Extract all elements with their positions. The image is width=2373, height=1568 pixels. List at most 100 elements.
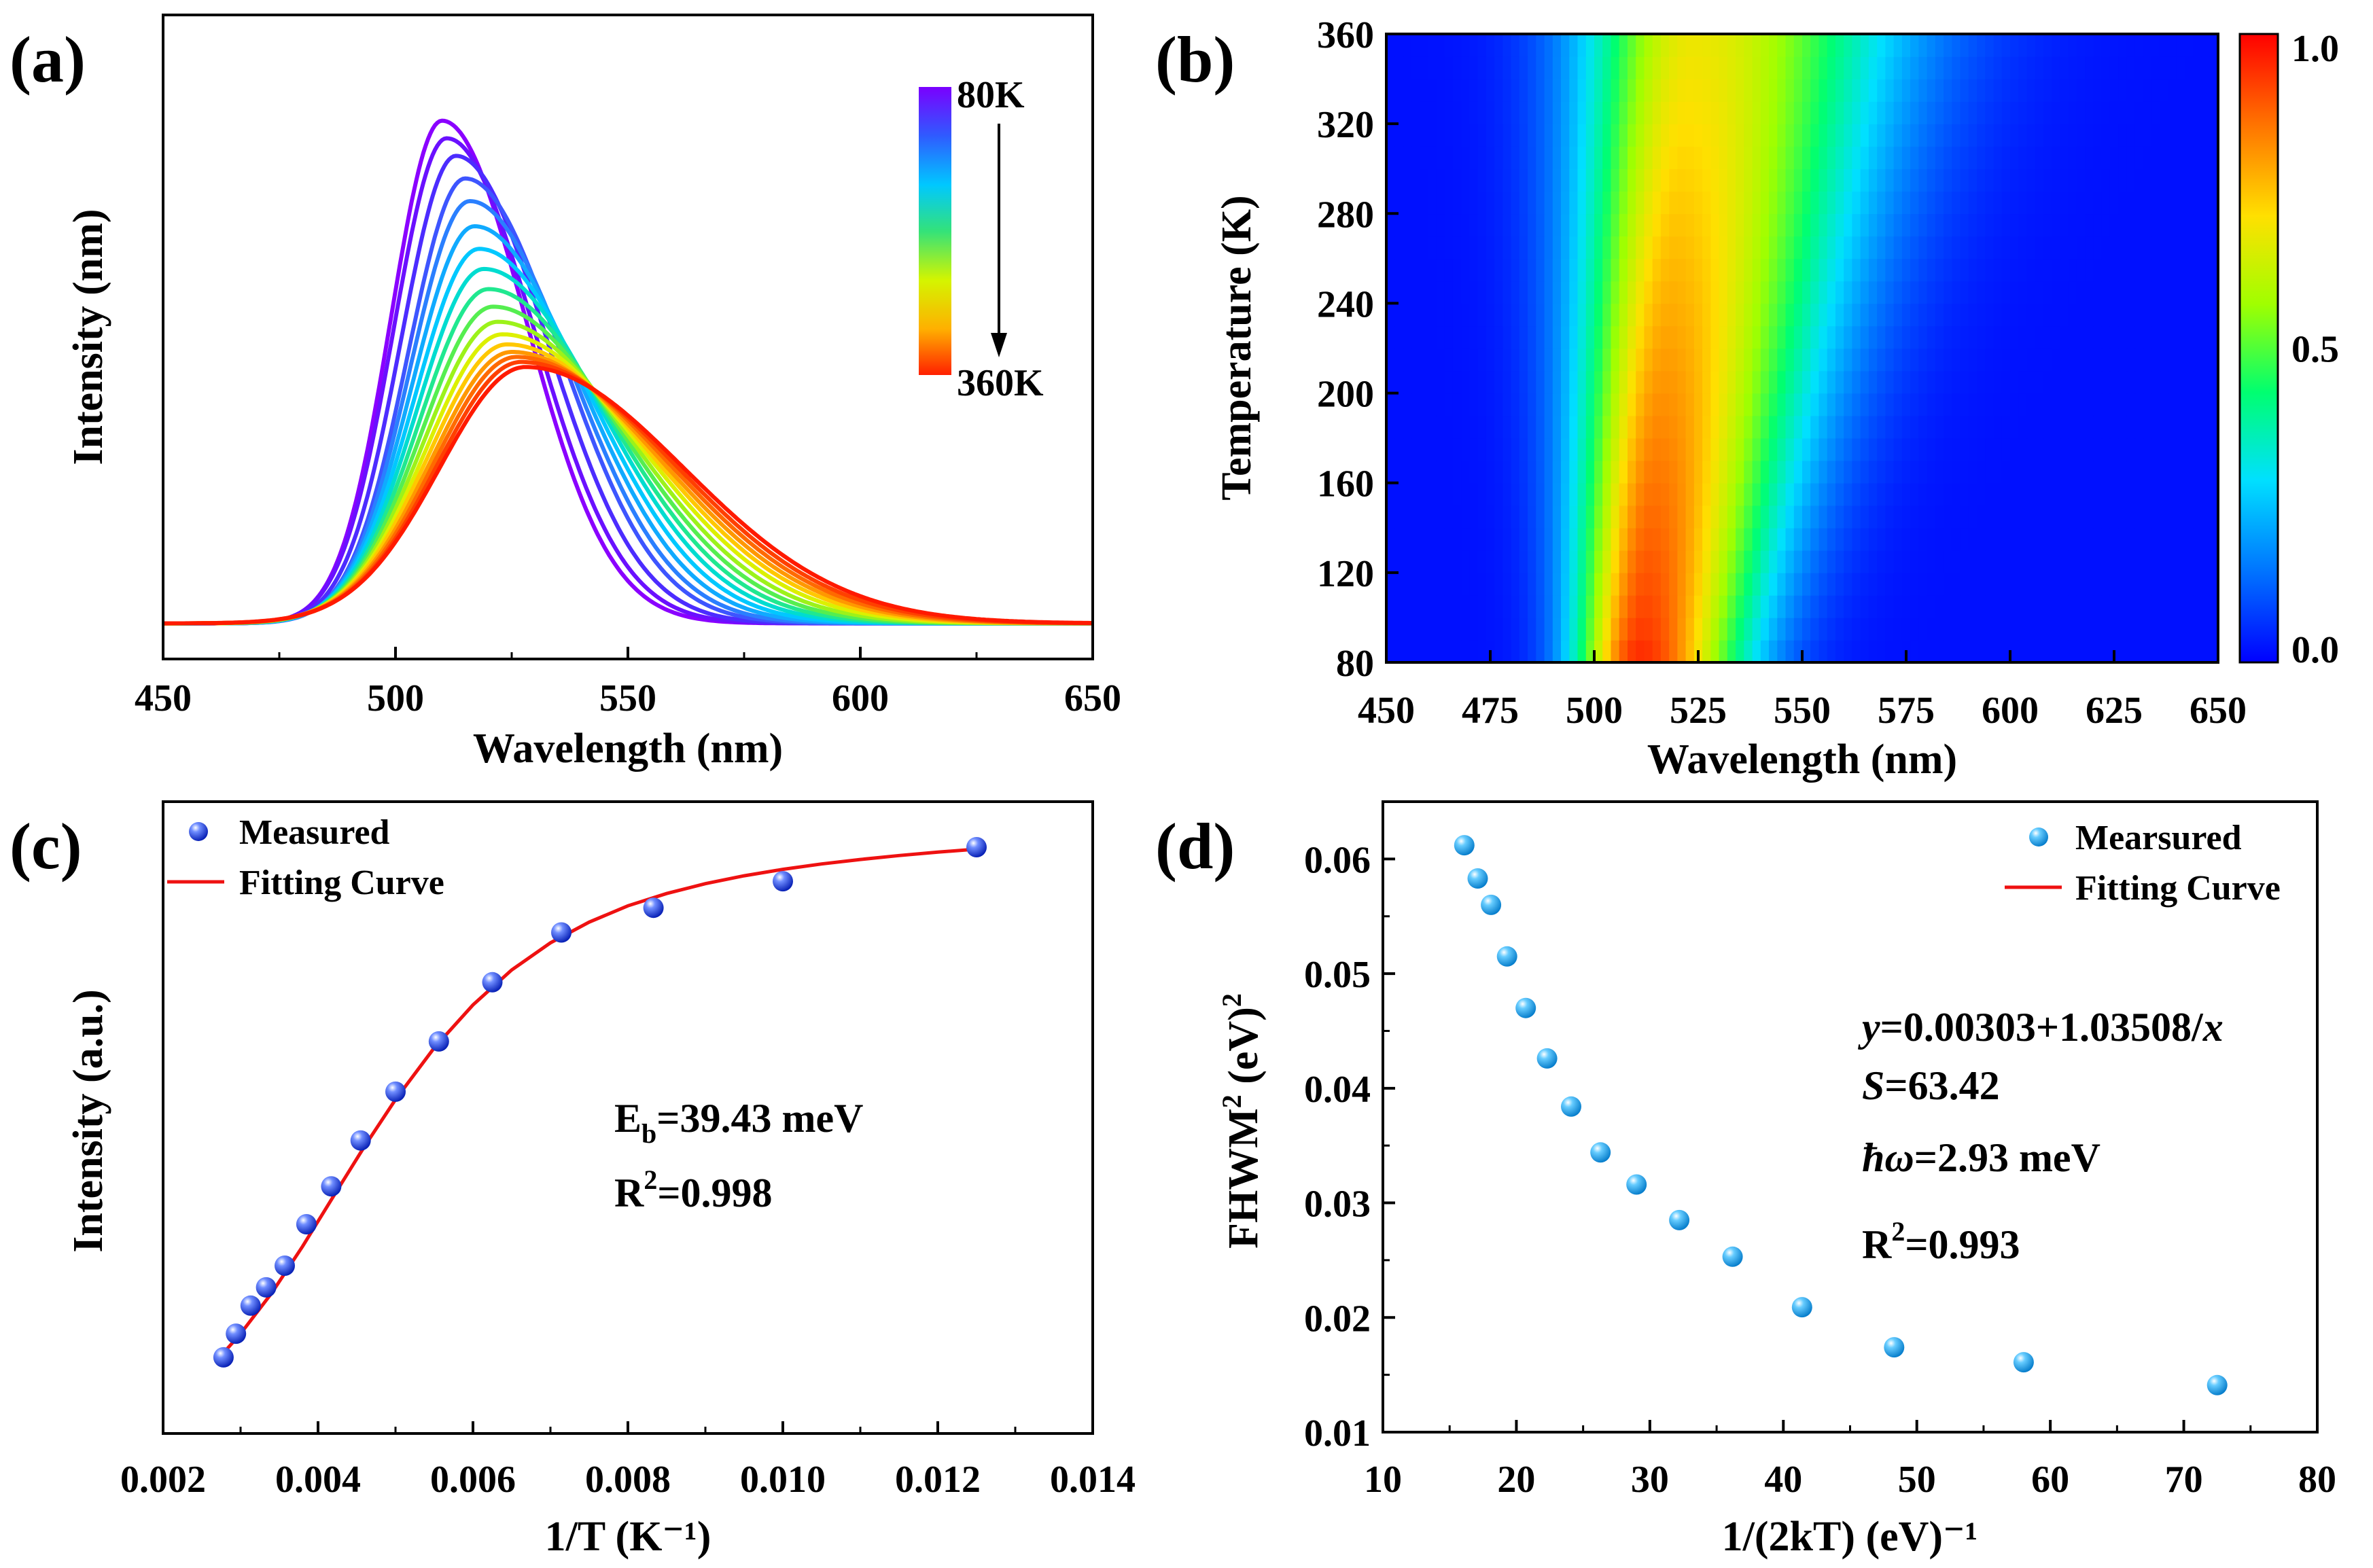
heat-cell [2010,213,2019,237]
heat-cell [1461,572,1471,596]
heat-cell [1677,236,1687,260]
heat-cell [2134,146,2144,169]
heat-cell [2201,34,2211,57]
heat-cell [1877,348,1886,372]
heat-cell [2185,34,2194,57]
heat-cell [2001,101,2011,124]
heat-cell [1944,56,1953,79]
heat-cell [2001,303,2011,327]
heat-cell [1977,482,1986,506]
heat-cell [2018,101,2028,124]
heat-cell [2118,550,2128,573]
heat-cell [2134,640,2144,662]
heat-cell [1602,325,1612,349]
heat-cell [1428,101,1437,124]
heat-cell [1827,640,1836,662]
heat-cell [1660,56,1670,79]
heat-cell [1628,415,1636,439]
heat-cell [1918,101,1928,124]
heat-cell [1860,236,1869,260]
heat-cell [1644,617,1653,641]
heat-cell [1452,325,1462,349]
heat-cell [1860,124,1869,147]
heat-cell [1411,438,1420,461]
heat-cell [2126,348,2136,372]
heat-cell [2018,303,2028,327]
heat-cell [1486,258,1495,282]
heat-cell [1660,572,1670,596]
heat-cell [1960,325,1969,349]
panel-a-x-label: 550 [599,677,656,719]
heat-cell [1561,124,1570,147]
heat-cell [1702,101,1712,124]
heat-cell [1569,415,1579,439]
heat-cell [1477,168,1487,192]
heat-cell [1944,640,1953,662]
heat-cell [1793,482,1803,506]
heat-cell [1552,325,1562,349]
heat-cell [1710,79,1720,102]
heat-cell [1893,594,1903,618]
heat-cell [1944,325,1953,349]
heat-cell [2035,281,2044,304]
heat-cell [1927,325,1936,349]
heat-cell [2093,146,2103,169]
heat-cell [1702,505,1712,529]
heat-cell [1394,393,1404,416]
heat-cell [1636,191,1645,215]
heat-cell [1785,348,1795,372]
heat-cell [1901,168,1911,192]
heat-cell [1444,258,1454,282]
heat-cell [2151,438,2161,461]
heat-cell [1844,124,1853,147]
heat-cell [1386,527,1395,551]
heat-cell [1952,191,1961,215]
heat-cell [1528,370,1537,394]
heat-cell [1536,550,1545,573]
heat-cell [2160,146,2169,169]
heat-cell [2176,393,2185,416]
panel-b-xlabel: Wavelength (nm) [1647,736,1957,783]
heat-cell [2143,146,2152,169]
heat-cell [2060,505,2069,529]
heat-cell [1677,191,1687,215]
panel-c-ylabel: Intensity (a.u.) [65,989,111,1253]
heat-cell [1935,393,1944,416]
heat-cell [1611,258,1620,282]
heat-cell [1519,482,1528,506]
panel-d-x-label: 40 [1764,1459,1802,1501]
heat-cell [2060,34,2069,57]
heat-cell [1669,415,1678,439]
heat-cell [1818,438,1828,461]
heat-cell [1860,34,1869,57]
heat-cell [1693,34,1703,57]
heat-cell [2043,550,2052,573]
heat-cell [2052,438,2061,461]
heat-cell [2168,594,2177,618]
heat-cell [2043,79,2052,102]
panel-a-spectra [163,118,1093,626]
heat-cell [2126,191,2136,215]
heat-cell [1394,168,1404,192]
heat-cell [2085,460,2094,484]
heat-cell [1719,393,1728,416]
heat-cell [1528,191,1537,215]
heat-cell [1444,281,1454,304]
heat-cell [1528,617,1537,641]
heat-cell [2085,79,2094,102]
heat-cell [2109,124,2119,147]
heat-cell [1561,393,1570,416]
heat-cell [1403,370,1412,394]
heat-cell [1769,527,1778,551]
heat-cell [2043,191,2052,215]
heat-cell [2151,572,2161,596]
heat-cell [1677,79,1687,102]
heat-cell [1702,460,1712,484]
heat-cell [1403,146,1412,169]
heat-cell [1461,56,1471,79]
heat-cell [1677,572,1687,596]
heat-cell [1852,527,1861,551]
heat-cell [1420,460,1428,484]
heat-cell [2060,572,2069,596]
heat-cell [1835,303,1844,327]
